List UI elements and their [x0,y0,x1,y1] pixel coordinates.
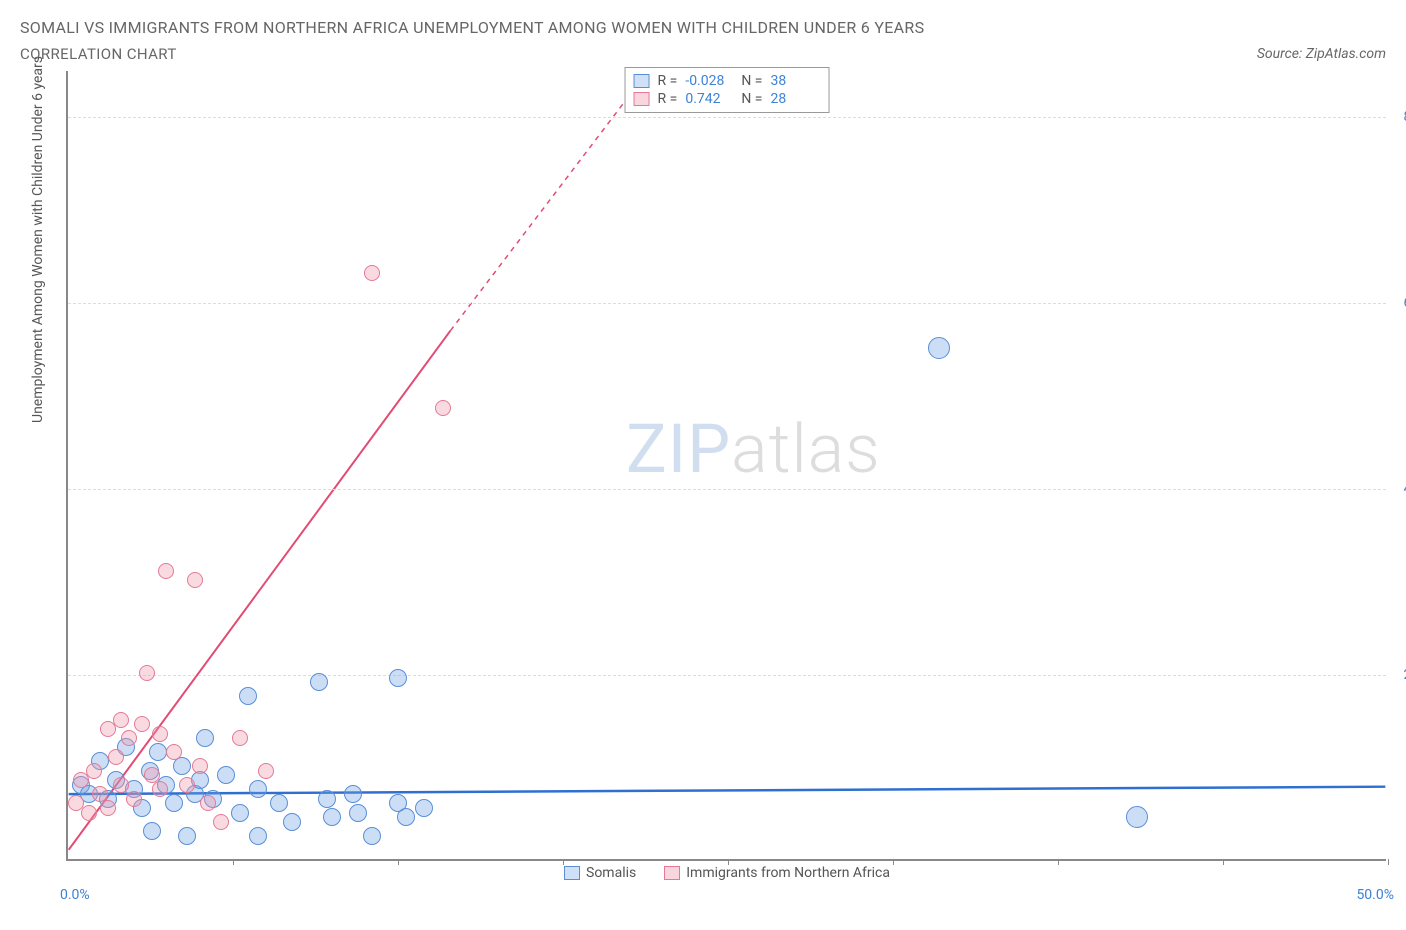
scatter-point[interactable] [121,730,137,746]
gridline [68,489,1386,490]
x-tick [233,859,234,865]
stat-r-value-northern-africa: 0.742 [685,90,733,108]
legend-item-somalis: Somalis [564,865,636,881]
chart-container: SOMALI VS IMMIGRANTS FROM NORTHERN AFRIC… [0,0,1406,930]
subtitle-row: CORRELATION CHART Source: ZipAtlas.com [20,45,1386,63]
scatter-point[interactable] [389,669,407,687]
x-axis-min-label: 0.0% [60,887,90,903]
trend-lines-svg [68,71,1386,859]
chart-plot-area: Unemployment Among Women with Children U… [66,71,1386,861]
x-tick [1388,859,1389,865]
scatter-point[interactable] [415,799,433,817]
scatter-point[interactable] [323,808,341,826]
scatter-point[interactable] [134,716,150,732]
scatter-point[interactable] [100,800,116,816]
scatter-point[interactable] [231,804,249,822]
scatter-point[interactable] [179,777,195,793]
stats-row-northern-africa: R = 0.742 N = 28 [634,90,819,108]
scatter-point[interactable] [152,726,168,742]
scatter-point[interactable] [139,665,155,681]
scatter-point[interactable] [232,730,248,746]
source-name: ZipAtlas.com [1306,46,1386,62]
swatch-northern-africa [634,92,650,106]
scatter-point[interactable] [349,804,367,822]
watermark-atlas: atlas [731,409,881,489]
stat-n-label: N = [741,72,762,90]
source-attribution: Source: ZipAtlas.com [1257,46,1386,62]
scatter-point[interactable] [310,673,328,691]
scatter-point[interactable] [397,808,415,826]
scatter-point[interactable] [270,794,288,812]
scatter-point[interactable] [113,777,129,793]
scatter-point[interactable] [196,729,214,747]
stat-n-value-somalis: 38 [770,72,818,90]
y-axis-title: Unemployment Among Women with Children U… [30,56,46,423]
watermark: ZIPatlas [626,409,881,489]
x-tick [1223,859,1224,865]
chart-title: SOMALI VS IMMIGRANTS FROM NORTHERN AFRIC… [20,18,1386,37]
scatter-point[interactable] [283,813,301,831]
scatter-point[interactable] [152,781,168,797]
scatter-point[interactable] [187,572,203,588]
scatter-point[interactable] [249,827,267,845]
scatter-point[interactable] [364,265,380,281]
x-tick [398,859,399,865]
scatter-point[interactable] [166,744,182,760]
scatter-point[interactable] [318,790,336,808]
scatter-point[interactable] [1126,806,1148,828]
scatter-point[interactable] [249,780,267,798]
legend-swatch-somalis [564,866,580,880]
stat-n-label: N = [741,90,762,108]
scatter-point[interactable] [435,400,451,416]
x-axis-max-label: 50.0% [1356,887,1394,903]
stat-r-label: R = [658,72,678,90]
gridline [68,303,1386,304]
swatch-somalis [634,74,650,88]
scatter-point[interactable] [81,805,97,821]
scatter-point[interactable] [86,763,102,779]
scatter-point[interactable] [217,766,235,784]
scatter-point[interactable] [165,794,183,812]
gridline [68,675,1386,676]
scatter-point[interactable] [344,785,362,803]
scatter-point[interactable] [200,795,216,811]
series-legend: Somalis Immigrants from Northern Africa [564,865,890,881]
scatter-point[interactable] [363,827,381,845]
scatter-point[interactable] [126,791,142,807]
legend-label-somalis: Somalis [586,865,636,881]
stat-n-value-northern-africa: 28 [770,90,818,108]
gridline [68,117,1386,118]
scatter-point[interactable] [258,763,274,779]
scatter-point[interactable] [178,827,196,845]
legend-swatch-northern-africa [664,866,680,880]
stat-r-value-somalis: -0.028 [685,72,733,90]
x-tick [893,859,894,865]
x-tick [563,859,564,865]
watermark-zip: ZIP [626,409,731,489]
scatter-point[interactable] [108,749,124,765]
scatter-point[interactable] [928,337,950,359]
stat-r-label: R = [658,90,678,108]
correlation-stats-box: R = -0.028 N = 38 R = 0.742 N = 28 [625,67,830,113]
scatter-point[interactable] [149,743,167,761]
source-label: Source: [1257,46,1302,62]
x-tick [1058,859,1059,865]
scatter-point[interactable] [143,822,161,840]
scatter-point[interactable] [192,758,208,774]
scatter-point[interactable] [113,712,129,728]
stats-row-somalis: R = -0.028 N = 38 [634,72,819,90]
scatter-point[interactable] [158,563,174,579]
scatter-point[interactable] [213,814,229,830]
legend-label-northern-africa: Immigrants from Northern Africa [686,865,890,881]
x-tick [728,859,729,865]
scatter-point[interactable] [239,687,257,705]
legend-item-northern-africa: Immigrants from Northern Africa [664,865,890,881]
